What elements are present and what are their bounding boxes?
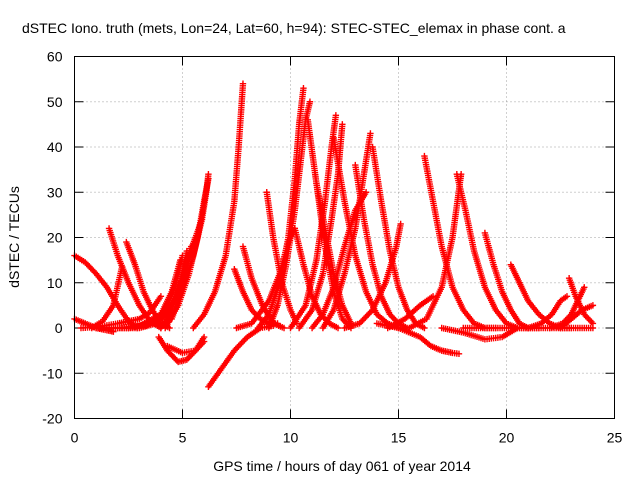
y-tick-label: -10 [42, 365, 62, 381]
data-point [367, 130, 374, 137]
tick-labels: 0 5 10 15 20 25 -20 -10 0 10 20 30 40 50 60 [42, 49, 622, 446]
data-series [291, 225, 342, 332]
y-tick-label: 60 [47, 49, 63, 65]
x-tick-label: 10 [283, 430, 299, 446]
data-point [589, 302, 597, 309]
y-tick-label: 10 [47, 275, 63, 291]
y-tick-label: 30 [47, 184, 63, 200]
chart-title: dSTEC Iono. truth (mets, Lon=24, Lat=60,… [22, 20, 566, 36]
data-point [334, 324, 342, 332]
data-point [300, 84, 307, 92]
data-point [332, 112, 340, 119]
data-point [397, 220, 404, 228]
data-series [190, 80, 247, 332]
y-tick-label: 50 [47, 94, 63, 110]
data-series [341, 220, 404, 332]
data-point [280, 324, 288, 332]
x-tick-label: 15 [391, 430, 407, 446]
y-tick-label: 20 [47, 230, 63, 246]
y-tick-label: -20 [42, 411, 62, 427]
data-series [421, 152, 499, 332]
data-series [406, 170, 465, 332]
plot-frame [74, 56, 615, 419]
data-point [239, 80, 247, 87]
data-point [563, 293, 571, 300]
x-tick-label: 0 [71, 430, 79, 446]
y-tick-label: 40 [47, 139, 63, 155]
data-point [205, 170, 212, 178]
x-tick-label: 25 [607, 430, 623, 446]
data-point [306, 98, 314, 105]
data-point [589, 324, 597, 332]
data-point [457, 170, 465, 178]
data-points [71, 80, 597, 391]
data-point [455, 350, 463, 357]
data-series [254, 84, 307, 332]
data-series [164, 338, 208, 357]
data-series [205, 322, 277, 391]
x-tick-label: 20 [499, 430, 515, 446]
y-tick-label: 0 [55, 320, 63, 336]
y-axis-label: dSTEC / TECUs [6, 186, 22, 288]
data-point [339, 121, 346, 128]
x-tick-label: 5 [179, 430, 187, 446]
data-series [369, 143, 428, 332]
x-axis-label: GPS time / hours of day 061 of year 2014 [213, 458, 471, 474]
data-series [460, 324, 597, 332]
data-series [453, 170, 521, 332]
data-series [384, 293, 437, 332]
data-point [362, 189, 370, 196]
data-point [421, 324, 428, 332]
data-point [581, 284, 588, 291]
data-series [308, 189, 370, 332]
data-series [168, 170, 212, 323]
data-point [157, 293, 165, 300]
data-point [200, 338, 208, 345]
